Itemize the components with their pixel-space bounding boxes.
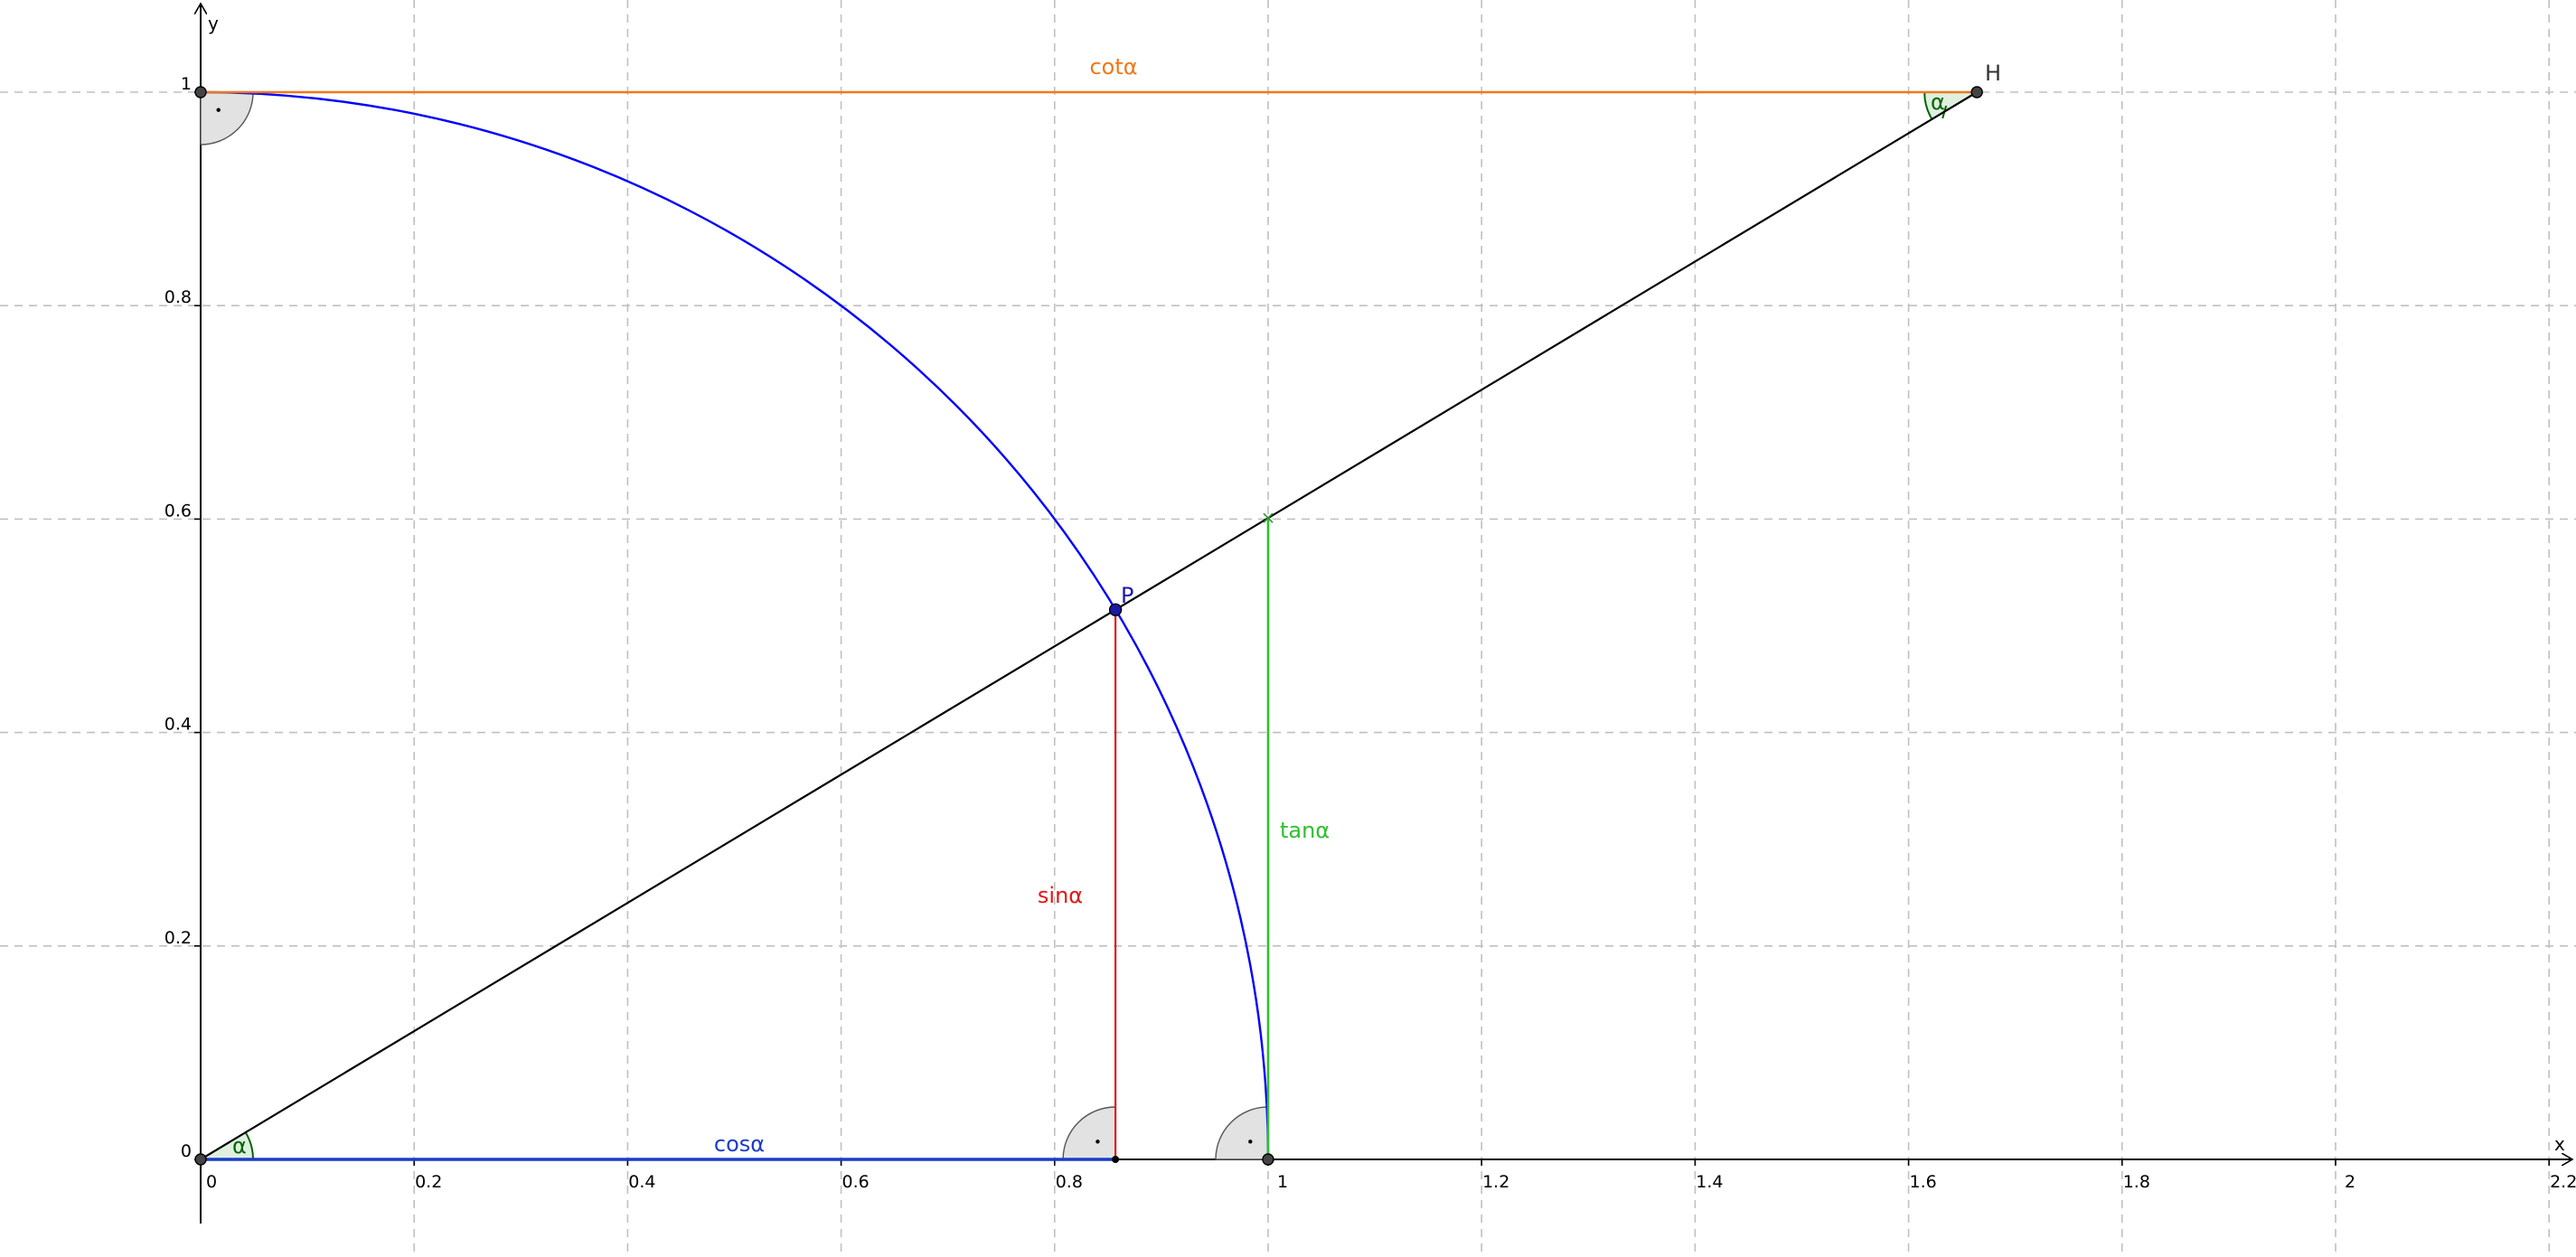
x-tick-label: 1.2 [1482,1172,1509,1192]
alpha-label: α [232,1133,247,1159]
right-angle-marker-sin [1062,1106,1116,1160]
point-p-label: P [1121,583,1133,608]
labels: 0 0.2 0.4 0.6 0.8 1 1.2 1.4 1.6 1.8 2 2.2 0 0.2 0.4 0.6… [165,13,2576,1192]
right-angle-marker-top [200,91,254,145]
right-angle-marker-top-dot [216,108,221,112]
x-tick-label: 0.4 [628,1172,655,1192]
cos-label: cosα [714,1131,765,1157]
axes [194,4,2572,1224]
right-angle-marker-sin-dot [1095,1140,1100,1144]
unit-circle-arc [200,90,1270,1160]
y-axis-name: y [208,13,219,34]
x-tick-label: 2 [2345,1172,2355,1192]
point-unit-x [1262,1153,1274,1166]
sin-label: sinα [1038,883,1083,908]
x-tick-label: 1.4 [1696,1172,1723,1192]
x-tick-label: 1 [1277,1172,1288,1192]
x-tick-label: 0.2 [415,1172,442,1192]
y-tick-label: 1 [181,74,192,94]
cot-label: cotα [1089,54,1137,80]
alpha-h-label: α [1931,89,1945,115]
x-tick-label: 0.8 [1056,1172,1083,1192]
point-foot-p [1112,1156,1120,1163]
ray-origin-to-h [200,91,1978,1160]
x-tick-label: 1.8 [2123,1172,2150,1192]
right-angle-marker-tan-dot [1248,1140,1253,1144]
y-tick-label: 0 [181,1141,192,1161]
x-tick-label: 1.6 [1909,1172,1936,1192]
y-tick-label: 0.2 [165,928,192,948]
right-angle-marker-tan [1215,1106,1269,1160]
x-tick-label: 2.2 [2550,1172,2576,1192]
x-tick-label: 0 [206,1172,217,1192]
point-h-label: H [1985,61,2001,86]
y-tick-label: 0.4 [165,715,192,735]
x-tick-label: 0.6 [841,1172,869,1192]
y-tick-label: 0.6 [165,501,192,521]
figure [194,86,1983,1166]
tan-label: tanα [1280,818,1330,843]
y-tick-label: 0.8 [165,287,192,307]
point-tan-end [1263,512,1274,523]
point-origin [194,1153,207,1166]
point-unit-y [194,86,207,98]
point-h [1970,86,1983,98]
x-axis-name: x [2554,1133,2565,1155]
point-p [1108,603,1123,616]
